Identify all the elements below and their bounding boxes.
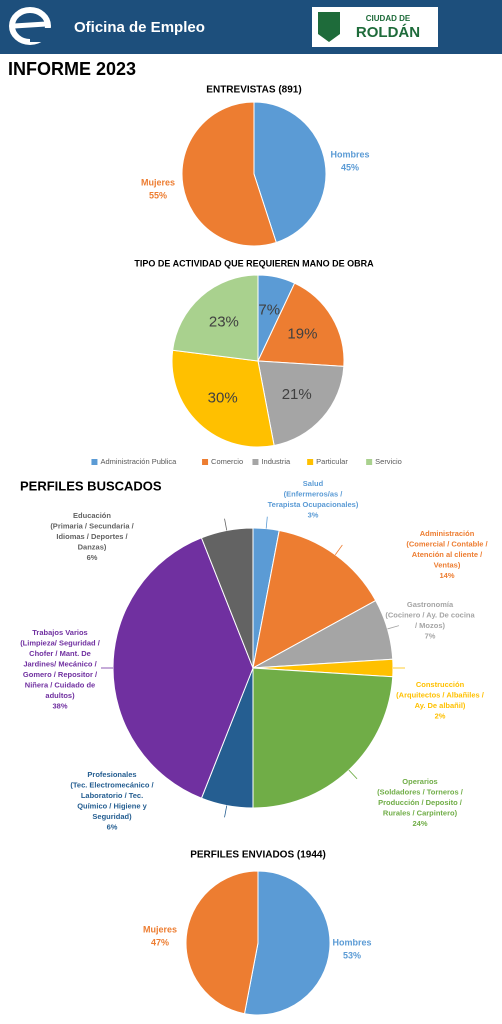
leader-line <box>348 769 358 780</box>
category-label: Mujeres <box>143 924 177 934</box>
category-label: Chofer / Mant. De <box>29 649 91 658</box>
category-label: Danzas) <box>78 542 107 551</box>
pie-slice <box>185 870 259 1015</box>
data-label: 55% <box>149 190 167 200</box>
data-label: 30% <box>208 390 238 407</box>
category-label: Salud <box>303 479 324 488</box>
pie-slice <box>172 274 259 362</box>
pie-slice <box>171 349 275 448</box>
category-label: Construcción <box>416 680 465 689</box>
pie-slice <box>253 101 327 244</box>
data-label: 24% <box>412 819 427 828</box>
category-label: Rurales / Carpintero) <box>383 808 458 817</box>
legend-label: Industria <box>261 457 291 466</box>
data-label: 3% <box>308 510 319 519</box>
category-label: Ay. De albañil) <box>415 701 466 710</box>
category-label: Operarios <box>402 777 437 786</box>
pie-slice <box>252 529 377 669</box>
leader-line <box>224 518 228 531</box>
pie-slice <box>243 870 331 1016</box>
category-label: Seguridad) <box>92 812 132 821</box>
category-label: Profesionales <box>87 770 136 779</box>
legend-label: Particular <box>316 457 348 466</box>
category-label: Químico / Higiene y <box>77 801 147 810</box>
legend-label: Servicio <box>375 457 402 466</box>
report-title: INFORME 2023 <box>8 59 136 79</box>
category-label: (Primaria / Secundaria / <box>50 521 134 530</box>
data-label: 7% <box>258 302 280 319</box>
leader-line <box>265 516 268 529</box>
category-label: (Tec. Electromecánico / <box>70 780 154 789</box>
category-label: Producción / Deposito / <box>378 798 463 807</box>
city-logo-top: CIUDAD DE <box>366 14 411 23</box>
category-label: Idiomas / Deportes / <box>56 532 128 541</box>
brand-name: Oficina de Empleo <box>74 19 205 36</box>
legend-swatch <box>252 459 259 465</box>
category-label: Ventas) <box>434 560 461 569</box>
category-label: Gomero / Repositor / <box>23 670 98 679</box>
data-label: 19% <box>287 326 317 343</box>
category-label: Laboratorio / Tec. <box>81 791 143 800</box>
category-label: Niñera / Cuidado de <box>25 680 95 689</box>
city-logo-bottom: ROLDÁN <box>356 24 420 41</box>
data-label: 21% <box>282 386 312 403</box>
data-label: 38% <box>52 701 67 710</box>
legend-swatch <box>307 459 314 465</box>
data-label: 6% <box>87 553 98 562</box>
data-label: 53% <box>343 950 361 960</box>
legend-swatch <box>202 459 209 465</box>
data-label: 7% <box>425 631 436 640</box>
category-label: (Comercial / Contable / <box>406 539 488 548</box>
category-label: Educación <box>73 511 111 520</box>
brand-logo <box>9 7 52 45</box>
chart-title: ENTREVISTAS (891) <box>206 85 301 96</box>
leader-line <box>224 805 228 818</box>
legend-swatch <box>91 459 98 465</box>
data-label: 14% <box>439 571 454 580</box>
category-label: (Limpieza/ Seguridad / <box>20 638 101 647</box>
category-label: Jardines/ Mecánico / <box>23 659 97 668</box>
leader-line <box>334 544 343 555</box>
chart-title: TIPO DE ACTIVIDAD QUE REQUIEREN MANO DE … <box>134 258 374 268</box>
category-label: (Soldadores / Torneros / <box>377 787 464 796</box>
data-label: 47% <box>151 937 169 947</box>
leader-line <box>387 625 400 630</box>
pie-slice <box>257 360 345 447</box>
chart-title: PERFILES ENVIADOS (1944) <box>190 850 326 861</box>
category-label: Administración <box>420 529 475 538</box>
legend-label: Administración Publica <box>100 457 177 466</box>
pie-slice <box>252 667 394 809</box>
category-label: Gastronomía <box>407 600 454 609</box>
category-label: Atención al cliente / <box>412 550 483 559</box>
category-label: Mujeres <box>141 177 175 187</box>
data-label: 45% <box>341 162 359 172</box>
legend-swatch <box>366 459 373 465</box>
legend-label: Comercio <box>211 457 243 466</box>
category-label: / Mozos) <box>415 621 445 630</box>
category-label: (Arquitectos / Albañiles / <box>396 690 485 699</box>
city-shield <box>318 12 340 42</box>
data-label: 6% <box>107 822 118 831</box>
category-label: Trabajos Varios <box>32 628 87 637</box>
pie-slice <box>257 282 345 367</box>
category-label: (Cocinero / Ay. De cocina <box>385 610 475 619</box>
chart-title: PERFILES BUSCADOS <box>20 478 162 493</box>
category-label: adultos) <box>45 691 75 700</box>
pie-slice <box>181 101 277 247</box>
data-label: 23% <box>209 313 239 330</box>
category-label: Hombres <box>330 149 369 159</box>
category-label: Terapista Ocupacionales) <box>268 500 359 509</box>
category-label: Hombres <box>332 937 371 947</box>
data-label: 2% <box>435 711 446 720</box>
category-label: (Enfermeros/as / <box>284 489 344 498</box>
